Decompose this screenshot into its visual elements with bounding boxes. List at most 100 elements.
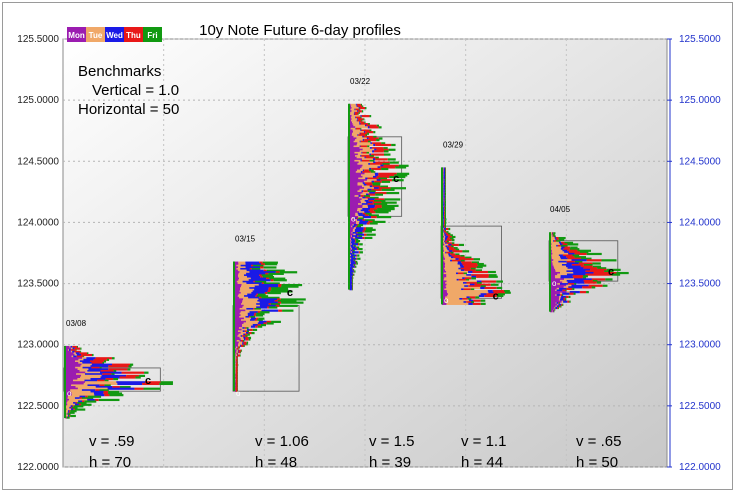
profile-segment (350, 254, 357, 257)
profile-03-29: o c03/29 (440, 140, 511, 305)
profile-segment (281, 301, 304, 304)
y-tick-left: 124.5000 (17, 156, 59, 167)
profile-segment (569, 291, 580, 294)
profile-segment (359, 243, 363, 246)
profile-segment (234, 346, 237, 349)
profile-segment (550, 235, 553, 238)
profile-segment (279, 304, 298, 307)
poc-marker: c (393, 173, 399, 185)
profile-segment (247, 328, 250, 331)
profile-segment (566, 262, 579, 265)
profile-segment (443, 240, 445, 243)
profile-segment (258, 317, 265, 320)
profile-segment (566, 273, 586, 276)
profile-segment (552, 252, 569, 256)
profile-segment (359, 121, 361, 124)
profile-segment (562, 243, 568, 246)
profile-segment (238, 344, 240, 347)
profile-segment (374, 198, 385, 201)
profile-segment (72, 405, 74, 408)
profile-segment (81, 374, 102, 377)
profile-segment (360, 195, 364, 198)
profile-segment (567, 281, 585, 284)
profile-segment (484, 294, 497, 297)
profile-segment (81, 363, 92, 366)
profile-segment (443, 204, 445, 207)
profile-segment (444, 240, 446, 243)
profile-segment (356, 143, 374, 147)
profile-segment (373, 203, 388, 206)
profile-segment (349, 286, 353, 289)
profile-segment (359, 108, 361, 111)
profile-segment (443, 176, 446, 180)
profile-segment (356, 105, 358, 108)
profile-segment (443, 226, 445, 229)
profile-segment (450, 251, 454, 254)
profile-segment (65, 378, 78, 381)
profile-segment (66, 414, 69, 418)
profile-segment (236, 349, 238, 352)
profile-segment (238, 351, 241, 354)
profile-segment (363, 190, 368, 193)
profile-segment (234, 269, 238, 272)
profile-segment (252, 328, 258, 331)
profile-segment (364, 211, 370, 214)
profile-segment (375, 193, 384, 196)
profile-date-label: 03/29 (443, 140, 464, 149)
profile-segment (442, 266, 446, 269)
profile-segment (65, 403, 68, 406)
profile-segment (446, 234, 451, 237)
profile-segment (367, 126, 370, 129)
profile-segment (350, 243, 352, 246)
profile-segment (238, 261, 246, 264)
profile-segment (353, 135, 363, 139)
profile-segment (246, 330, 250, 333)
profile-segment (562, 292, 570, 295)
profile-segment (352, 280, 353, 283)
profile-segment (244, 330, 247, 333)
profile-segment (350, 111, 355, 115)
profile-segment (362, 215, 372, 219)
profile-segment (583, 279, 593, 283)
profile-h-stat: h = 50 (576, 454, 618, 471)
profile-segment (444, 200, 445, 204)
profile-segment (349, 193, 361, 196)
profile-segment (351, 238, 355, 241)
profile-segment (604, 270, 614, 273)
profile-segment (243, 322, 258, 325)
profile-segment (443, 170, 446, 173)
profile-segment (142, 382, 160, 386)
profile-segment (459, 297, 463, 301)
profile-segment (369, 153, 372, 156)
profile-segment (370, 171, 376, 174)
profile-segment (449, 237, 454, 240)
profile-segment (234, 330, 238, 333)
profile-segment (261, 309, 279, 312)
profile-segment (382, 163, 390, 166)
profile-segment (445, 172, 446, 175)
profile-segment (349, 151, 355, 155)
profile-segment (354, 238, 356, 241)
profile-segment (444, 264, 460, 267)
profile-segment (474, 283, 491, 286)
profile-segment (376, 215, 392, 219)
profile-segment (353, 236, 356, 240)
profile-segment (241, 328, 248, 331)
profile-segment (443, 205, 445, 208)
profile-segment (383, 147, 388, 150)
profile-segment (360, 129, 362, 132)
profile-segment (368, 220, 373, 223)
profile-segment (563, 298, 566, 302)
profile-segment (349, 148, 363, 151)
profile-segment (349, 198, 362, 201)
profile-segment (349, 268, 353, 272)
profile-segment (444, 219, 446, 223)
profile-segment (555, 238, 557, 241)
profile-segment (260, 311, 270, 314)
profile-segment (82, 400, 85, 403)
profile-segment (349, 199, 361, 203)
profile-segment (234, 363, 236, 367)
profile-segment (573, 276, 583, 279)
profile-segment (74, 403, 79, 406)
profile-segment (550, 259, 554, 262)
